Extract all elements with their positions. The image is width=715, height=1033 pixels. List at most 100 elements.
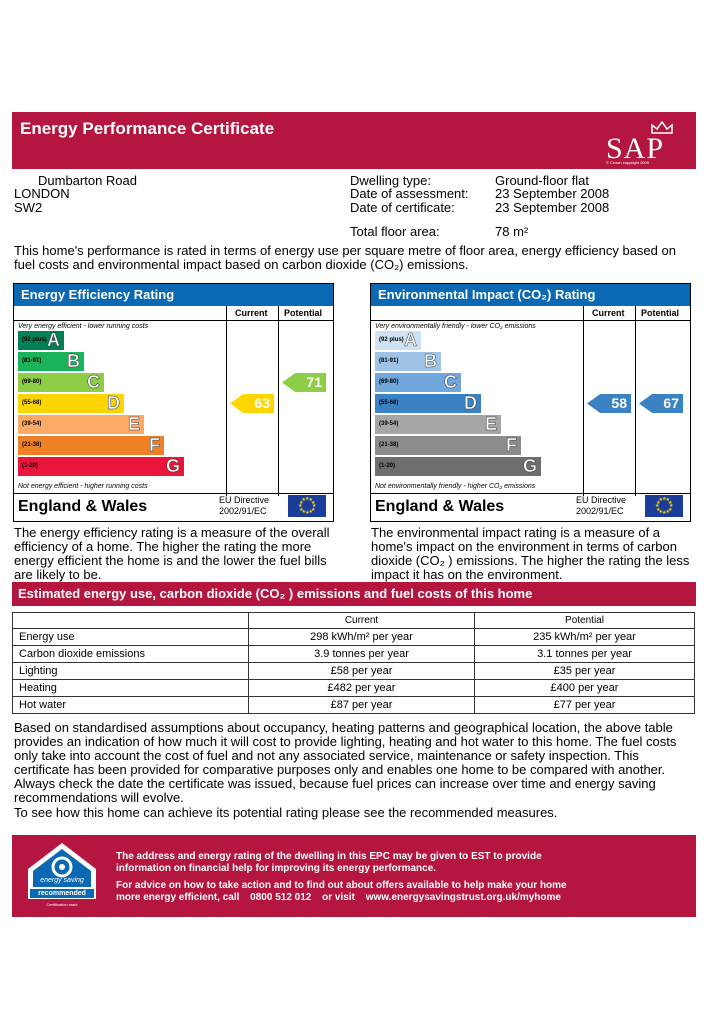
efficiency-bottom-caption: Not energy efficient - higher running co… [18,483,148,490]
eu-star-icon: ★ [665,509,670,516]
band-letter: F [149,435,161,455]
divider [14,493,333,494]
estimated-costs-title: Estimated energy use, carbon dioxide (CO… [12,582,696,606]
directive-label: EU Directive [576,495,627,505]
environment-band-d: (55-68) D [375,393,481,413]
band-letter: D [464,393,478,413]
band-letter: C [87,372,101,392]
eu-star-icon: ★ [298,503,303,509]
footer-call-text: more energy efficient, call [116,892,240,903]
energy-saving-trust-link[interactable]: www.energysavingstrust.org.uk/myhome [365,892,561,903]
efficiency-title: Energy Efficiency Rating [14,284,333,306]
address-line-2: LONDON [14,186,70,201]
efficiency-potential-header: Potential [284,308,323,318]
sap-logo: SAP © Crown copyright 2009 [606,120,686,166]
eu-star-icon: ★ [655,506,661,513]
environment-current-rating-arrow: 58 [587,394,631,413]
table-row: Heating £482 per year £400 per year [12,679,695,697]
eu-star-icon: ★ [298,506,304,513]
efficiency-top-caption: Very energy efficient - lower running co… [18,323,149,330]
environment-band-c: (69-80) C [375,372,461,392]
band-range: (1-20) [379,463,396,469]
table-row: Lighting £58 per year £35 per year [12,662,695,680]
band-range: (39-54) [22,421,42,427]
cell-current: 298 kWh/m² per year [248,628,475,646]
eu-star-icon: ★ [665,496,670,503]
environment-band-e: (39-54) E [375,414,501,434]
cell-label: Energy use [12,628,249,646]
notes-recommendation: To see how this home can achieve its pot… [14,805,558,820]
environment-current-header: Current [592,308,625,318]
eu-star-icon: ★ [655,503,660,509]
environment-directive: EU Directive 2002/91/EC [576,495,626,517]
environment-region: England & Wales [375,498,505,515]
efficiency-band-d: (55-68) D [18,393,124,413]
eu-star-icon: ★ [669,503,674,509]
table-header-potential: Potential [474,612,695,629]
divider [635,306,636,496]
eu-star-icon: ★ [308,509,313,516]
cell-potential: 235 kWh/m² per year [474,628,695,646]
energy-saving-recommended-badge: energy saving recommended Certification … [22,841,102,909]
table-row: Carbon dioxide emissions 3.9 tonnes per y… [12,645,695,663]
eu-star-icon: ★ [312,503,317,509]
environment-potential-header: Potential [641,308,680,318]
cell-current: £58 per year [248,662,475,680]
badge-bottom-text: recommended [38,890,86,897]
cell-potential: £400 per year [474,679,695,697]
cell-potential: 3.1 tonnes per year [474,645,695,663]
floor-area-value: 78 m² [495,224,529,239]
divider [371,493,690,494]
band-range: (81-91) [22,358,42,364]
band-letter: G [522,456,538,476]
phone-number[interactable]: 0800 512 012 [250,892,312,903]
band-range: (21-38) [22,442,42,448]
environment-top-caption: Very environmentally friendly - lower CO… [375,323,536,330]
dwelling-type-value: Ground-floor flat [495,173,589,188]
cell-current: 3.9 tonnes per year [248,645,475,663]
environment-potential-rating-arrow: 67 [639,394,683,413]
address-line-1: Dumbarton Road [38,173,137,188]
divider [583,306,584,496]
cell-label: Carbon dioxide emissions [12,645,249,663]
assessment-date-value: 23 September 2008 [495,186,610,201]
band-letter: B [67,351,81,371]
band-letter: F [506,435,518,455]
eu-star-icon: ★ [662,496,667,502]
efficiency-directive: EU Directive 2002/91/EC [219,495,269,517]
energy-efficiency-panel: Energy Efficiency Rating Current Potenti… [13,283,334,522]
table-row: Hot water £87 per year £77 per year [12,696,695,714]
eu-star-icon: ★ [308,496,313,503]
environment-band-b: (81-91) B [375,351,441,371]
band-letter: B [424,351,438,371]
band-range: (81-91) [379,358,399,364]
environment-bottom-caption: Not environmentally friendly - higher CO… [375,483,536,490]
eu-star-icon: ★ [658,496,663,503]
band-range: (69-80) [22,379,42,385]
eu-star-icon: ★ [301,509,306,516]
environment-band-f: (21-38) F [375,435,521,455]
band-range: (92 plus) [22,337,47,343]
band-range: (21-38) [379,442,399,448]
sap-copyright: © Crown copyright 2009 [606,160,649,165]
band-range: (92 plus) [379,337,404,343]
band-letter: G [165,456,181,476]
band-range: (1-20) [22,463,39,469]
eu-star-icon: ★ [668,506,673,513]
certificate-header: Energy Performance Certificate SAP © Cro… [12,112,696,169]
divider [371,320,690,321]
band-letter: C [444,372,458,392]
cell-label: Hot water [12,696,249,714]
assessment-date-label: Date of assessment: [350,186,469,201]
intro-text: This home's performance is rated in term… [14,243,676,272]
efficiency-potential-rating-arrow: 71 [282,373,326,392]
estimated-costs-table: Current Potential Energy use 298 kWh/m² p… [12,612,695,714]
page-title: Energy Performance Certificate [20,119,275,138]
eu-star-icon: ★ [668,499,673,506]
directive-label: EU Directive [219,495,270,505]
eu-star-icon: ★ [311,506,316,513]
table-row: Energy use 298 kWh/m² per year 235 kWh/m² … [12,628,695,646]
eu-star-icon: ★ [298,499,304,506]
band-range: (39-54) [379,421,399,427]
efficiency-region: England & Wales [18,498,148,515]
